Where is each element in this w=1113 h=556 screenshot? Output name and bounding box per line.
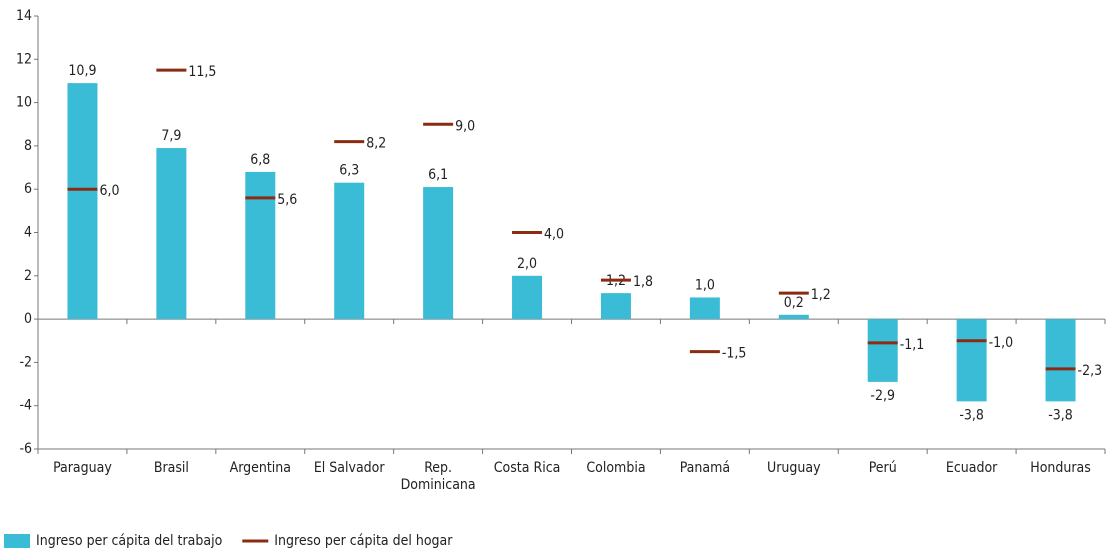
marker-value-label: 1,2 [811, 287, 831, 303]
bar [156, 148, 187, 320]
legend-swatch [4, 534, 30, 548]
bar-value-label: 6,1 [428, 167, 448, 183]
x-tick-label: Costa Rica [494, 460, 561, 476]
bar [512, 275, 543, 320]
y-tick-label: -4 [19, 398, 32, 414]
bar-value-label: 0,2 [784, 295, 804, 311]
x-tick-label: Uruguay [767, 460, 821, 476]
x-tick-label: Honduras [1030, 460, 1091, 476]
bar [867, 319, 898, 382]
marker-value-label: 5,6 [277, 192, 297, 208]
y-tick-label: 12 [16, 51, 32, 67]
x-tick-label: Panamá [680, 460, 730, 476]
y-tick-label: 8 [24, 138, 32, 154]
marker-value-label: 4,0 [544, 227, 564, 243]
bar-value-label: -2,9 [870, 388, 895, 404]
bar [423, 187, 454, 320]
bar [778, 314, 809, 320]
marker-value-label: -1,1 [900, 337, 925, 353]
bar [600, 293, 631, 320]
bar [1045, 319, 1076, 402]
bar-value-label: 10,9 [68, 63, 96, 79]
y-tick-label: -2 [19, 354, 32, 370]
x-tick-label: Argentina [230, 460, 291, 476]
bar [67, 83, 98, 320]
x-tick-label: El Salvador [314, 460, 386, 476]
x-tick-label: Colombia [586, 460, 645, 476]
marker-value-label: 9,0 [455, 118, 475, 134]
bar-value-label: 1,0 [695, 277, 715, 293]
y-tick-label: 6 [24, 181, 32, 197]
marker-value-label: -1,5 [722, 346, 747, 362]
marker-value-label: -1,0 [989, 335, 1014, 351]
bar [334, 182, 365, 320]
x-tick-label: Paraguay [53, 460, 112, 476]
y-tick-label: 10 [16, 95, 32, 111]
bar-value-label: 7,9 [161, 128, 181, 144]
bar [689, 297, 720, 320]
marker-value-label: -2,3 [1078, 363, 1103, 379]
x-tick-label: Brasil [154, 460, 189, 476]
bar [956, 319, 987, 402]
y-tick-label: 2 [24, 268, 32, 284]
bar-value-label: 6,8 [250, 152, 270, 168]
bar-value-label: -3,8 [959, 407, 984, 423]
marker-value-label: 11,5 [188, 64, 216, 80]
y-tick-label: 0 [24, 311, 32, 327]
y-tick-label: -6 [19, 441, 32, 457]
marker-value-label: 1,8 [633, 274, 653, 290]
legend-label: Ingreso per cápita del hogar [274, 533, 453, 549]
x-tick-label: Rep. Dominicana [401, 460, 476, 493]
bar [245, 171, 276, 320]
bar-value-label: 6,3 [339, 163, 359, 179]
x-tick-label: Perú [869, 460, 897, 476]
marker-value-label: 8,2 [366, 136, 386, 152]
legend-label: Ingreso per cápita del trabajo [36, 533, 223, 549]
y-tick-label: 14 [16, 8, 32, 24]
x-tick-label: Ecuador [946, 460, 998, 476]
bar-value-label: -3,8 [1048, 407, 1073, 423]
bar-value-label: 2,0 [517, 256, 537, 272]
marker-value-label: 6,0 [99, 183, 119, 199]
y-tick-label: 4 [24, 225, 32, 241]
